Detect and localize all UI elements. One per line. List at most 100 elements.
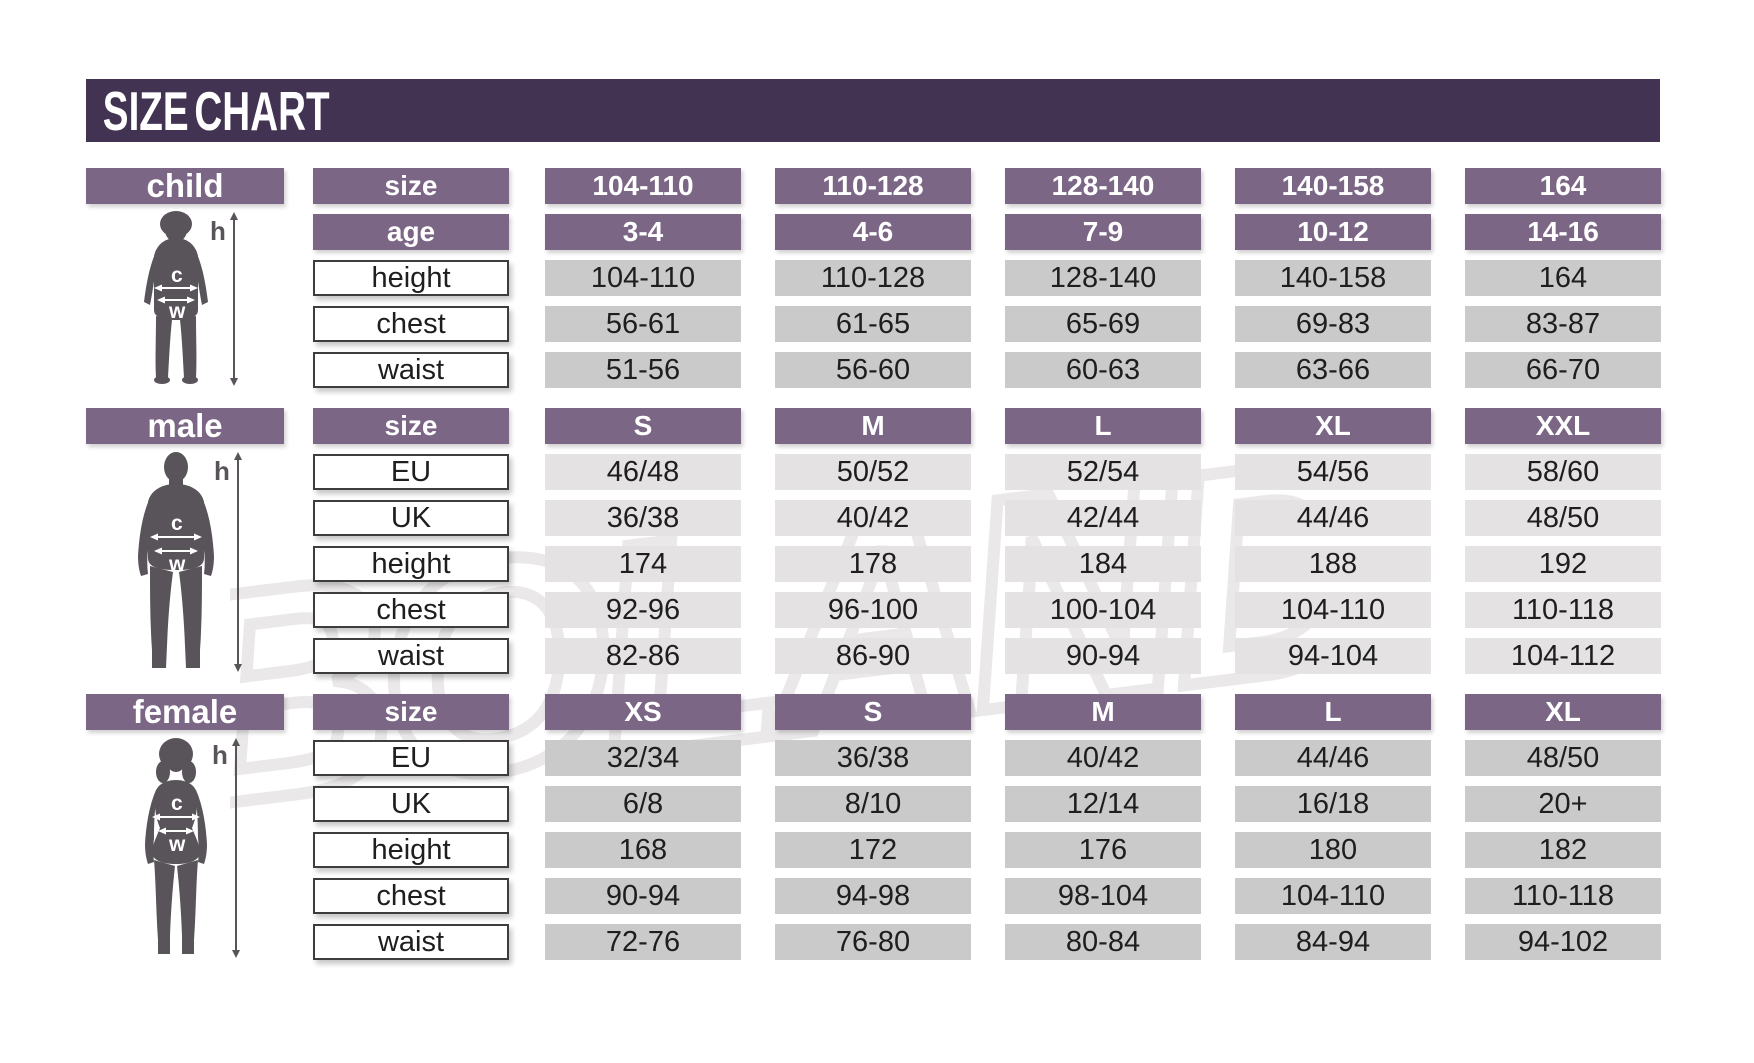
female-section-label: female [86,693,284,730]
male-waist-value: 104-112 [1465,638,1661,674]
female-row-label-height: height [313,832,509,868]
child-height-value: 104-110 [545,260,741,296]
male-height-value: 192 [1465,546,1661,582]
female-UK-value: 6/8 [545,786,741,822]
female-waist-value: 84-94 [1235,924,1431,960]
male-chest-value: 100-104 [1005,592,1201,628]
child-row-age: age 3-4 4-6 7-9 10-12 14-16 [313,214,1661,250]
child-figure: c w h [86,204,284,388]
male-UK-value: 42/44 [1005,500,1201,536]
female-size-value: S [775,694,971,730]
chest-letter: c [171,264,183,287]
female-size-value: XL [1465,694,1661,730]
male-height-value: 178 [775,546,971,582]
male-row-label-chest: chest [313,592,509,628]
child-waist-value: 51-56 [545,352,741,388]
female-EU-value: 32/34 [545,740,741,776]
male-row-label-EU: EU [313,454,509,490]
male-waist-value: 82-86 [545,638,741,674]
child-chest-value: 83-87 [1465,306,1661,342]
child-size-value: 164 [1465,168,1661,204]
male-UK-value: 36/38 [545,500,741,536]
female-UK-value: 8/10 [775,786,971,822]
section-female: female [86,693,1661,960]
female-figure: c w h [86,730,284,960]
child-chest-value: 56-61 [545,306,741,342]
child-row-label-size: size [313,168,509,204]
child-age-value: 7-9 [1005,214,1201,250]
male-size-value: L [1005,408,1201,444]
female-chest-value: 98-104 [1005,878,1201,914]
child-height-value: 164 [1465,260,1661,296]
child-chest-value: 69-83 [1235,306,1431,342]
female-height-value: 176 [1005,832,1201,868]
male-row-UK: UK 36/38 40/42 42/44 44/46 48/50 [313,500,1661,536]
female-EU-value: 44/46 [1235,740,1431,776]
child-waist-value: 66-70 [1465,352,1661,388]
female-size-value: XS [545,694,741,730]
height-letter: h [214,456,230,486]
male-height-value: 184 [1005,546,1201,582]
male-section-label: male [86,407,284,444]
child-chest-value: 65-69 [1005,306,1201,342]
male-waist-value: 90-94 [1005,638,1201,674]
female-size-value: L [1235,694,1431,730]
female-chest-value: 110-118 [1465,878,1661,914]
male-UK-value: 40/42 [775,500,971,536]
male-rows: size S M L XL XXL EU 46/48 50/52 52/54 54/56 58/60 U… [313,408,1661,674]
male-chest-value: 96-100 [775,592,971,628]
female-height-value: 168 [545,832,741,868]
male-chest-value: 92-96 [545,592,741,628]
female-row-label-size: size [313,694,509,730]
male-row-size: size S M L XL XXL [313,408,1661,444]
female-height-value: 180 [1235,832,1431,868]
male-EU-value: 52/54 [1005,454,1201,490]
male-waist-value: 86-90 [775,638,971,674]
female-EU-value: 40/42 [1005,740,1201,776]
height-letter: h [210,216,226,246]
male-row-chest: chest 92-96 96-100 100-104 104-110 110-118 [313,592,1661,628]
male-row-waist: waist 82-86 86-90 90-94 94-104 104-112 [313,638,1661,674]
section-child: child [86,167,1661,388]
female-row-EU: EU 32/34 36/38 40/42 44/46 48/50 [313,740,1661,776]
female-silhouette-icon: c w h [145,738,240,958]
section-male: male c [86,407,1661,674]
male-row-label-size: size [313,408,509,444]
chest-letter: c [171,512,183,535]
female-height-value: 182 [1465,832,1661,868]
female-row-label-waist: waist [313,924,509,960]
child-waist-value: 56-60 [775,352,971,388]
male-size-value: M [775,408,971,444]
male-row-label-height: height [313,546,509,582]
female-EU-value: 36/38 [775,740,971,776]
female-height-value: 172 [775,832,971,868]
child-row-waist: waist 51-56 56-60 60-63 63-66 66-70 [313,352,1661,388]
male-row-EU: EU 46/48 50/52 52/54 54/56 58/60 [313,454,1661,490]
male-silhouette-icon: c w h [138,452,242,672]
male-figure: c w h [86,444,284,674]
child-size-value: 104-110 [545,168,741,204]
female-figure-column: female [86,693,284,960]
female-row-waist: waist 72-76 76-80 80-84 84-94 94-102 [313,924,1661,960]
child-row-label-waist: waist [313,352,509,388]
female-waist-value: 76-80 [775,924,971,960]
male-height-value: 174 [545,546,741,582]
child-row-label-height: height [313,260,509,296]
female-row-label-chest: chest [313,878,509,914]
female-chest-value: 90-94 [545,878,741,914]
child-age-value: 4-6 [775,214,971,250]
male-chest-value: 110-118 [1465,592,1661,628]
height-letter: h [212,740,228,770]
child-size-value: 128-140 [1005,168,1201,204]
female-chest-value: 94-98 [775,878,971,914]
male-row-label-waist: waist [313,638,509,674]
female-row-height: height 168 172 176 180 182 [313,832,1661,868]
child-chest-value: 61-65 [775,306,971,342]
chest-letter: c [171,792,183,815]
female-row-size: size XS S M L XL [313,694,1661,730]
child-height-value: 110-128 [775,260,971,296]
male-size-value: XL [1235,408,1431,444]
child-rows: size 104-110 110-128 128-140 140-158 164 age 3-… [313,168,1661,388]
child-row-chest: chest 56-61 61-65 65-69 69-83 83-87 [313,306,1661,342]
